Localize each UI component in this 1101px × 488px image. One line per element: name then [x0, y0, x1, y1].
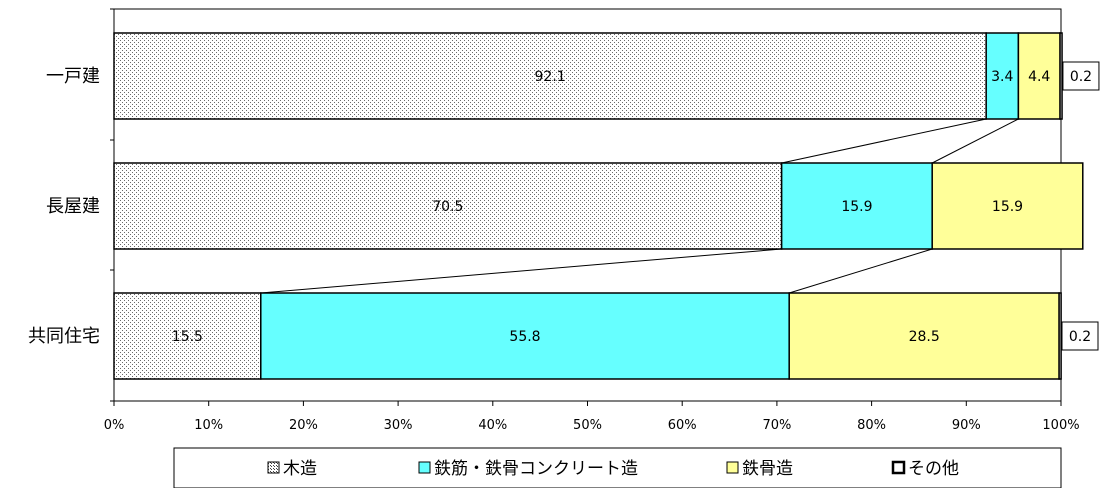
data-label: 28.5: [909, 329, 940, 345]
data-label: 3.4: [991, 69, 1013, 85]
data-label-box: [1061, 321, 1099, 351]
x-tick-label: 10%: [194, 418, 223, 433]
data-labels: 92.1 3.4 4.4 0.2 70.5 15.9 15.9 15.5 55.8 28.5 0.2: [172, 61, 1100, 351]
data-label: 55.8: [509, 329, 540, 345]
bar-wood-0: [113, 32, 987, 120]
legend-box: [173, 447, 1062, 488]
x-tick-label: 70%: [762, 418, 791, 433]
bar-other-2: [1058, 292, 1062, 380]
series-line: [789, 248, 933, 294]
series-lines: [260, 118, 1019, 294]
series-line: [931, 118, 1019, 164]
y-axis-ticks: [110, 8, 114, 402]
bar-other-0: [1059, 32, 1063, 120]
legend-swatch-other: [891, 460, 906, 475]
data-label: 4.4: [1028, 69, 1050, 85]
category-label: 一戸建: [46, 66, 100, 87]
legend-swatch-steel: [726, 461, 739, 474]
legend-label-wood: 木造: [283, 459, 317, 479]
data-label: 0.2: [1070, 69, 1092, 85]
legend-swatch-wood: [267, 461, 280, 474]
x-tick-label: 60%: [668, 418, 697, 433]
x-tick-label: 40%: [478, 418, 507, 433]
bar-rc-2: [260, 292, 790, 380]
bars: [113, 32, 1084, 380]
x-tick-label: 100%: [1042, 418, 1079, 433]
x-tick-label: 20%: [289, 418, 318, 433]
data-label-box: [1062, 61, 1100, 91]
data-label: 15.5: [172, 329, 203, 345]
x-tick-label: 30%: [384, 418, 413, 433]
legend-label-steel: 鉄骨造: [742, 459, 793, 479]
legend-label-rc: 鉄筋・鉄骨コンクリート造: [434, 459, 638, 479]
legend-swatch-rc: [418, 461, 431, 474]
data-label: 70.5: [432, 199, 463, 215]
legend-label-other: その他: [908, 459, 959, 479]
bar-steel-1: [931, 162, 1084, 250]
series-line: [260, 248, 782, 294]
bar-wood-2: [113, 292, 262, 380]
category-label: 共同住宅: [28, 326, 100, 347]
x-tick-label: 50%: [573, 418, 602, 433]
data-label: 15.9: [992, 199, 1023, 215]
legend: 木造 鉄筋・鉄骨コンクリート造 鉄骨造 その他: [173, 447, 1062, 488]
series-line: [781, 118, 987, 164]
data-label: 15.9: [841, 199, 872, 215]
x-tick-label: 80%: [857, 418, 886, 433]
bar-rc-1: [780, 162, 933, 250]
category-labels: 一戸建 長屋建 共同住宅: [28, 66, 100, 347]
x-tick-label: 0%: [104, 418, 125, 433]
x-tick-label: 90%: [952, 418, 981, 433]
category-label: 長屋建: [46, 196, 100, 217]
x-axis: 0% 10% 20% 30% 40% 50% 60% 70% 80% 90% 100%: [104, 401, 1080, 433]
data-label: 0.2: [1069, 329, 1091, 345]
data-label: 92.1: [535, 69, 566, 85]
